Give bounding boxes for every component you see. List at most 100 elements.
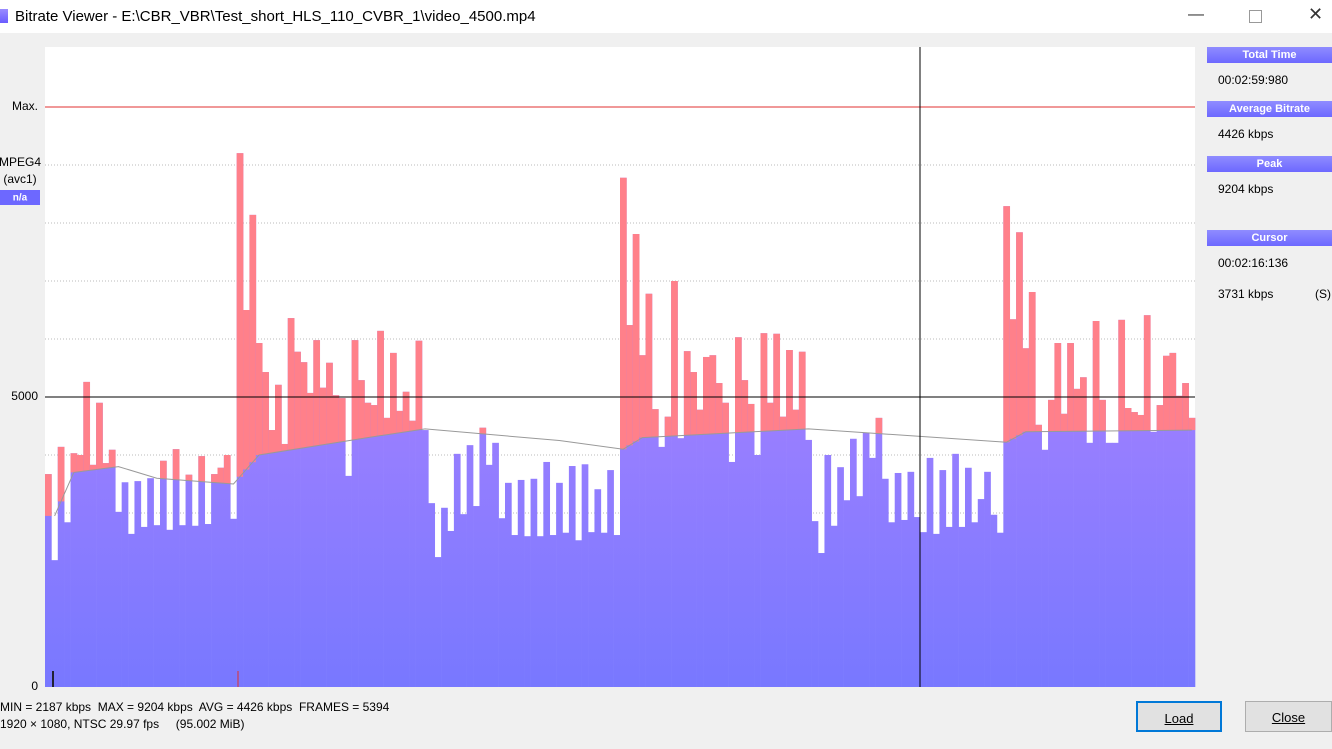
bar: [166, 529, 174, 687]
bar: [1137, 414, 1145, 687]
bar: [639, 355, 646, 687]
panel-header: Average Bitrate: [1207, 101, 1332, 117]
bar: [843, 500, 851, 687]
bar: [607, 470, 614, 687]
bar-above-average: [639, 355, 646, 438]
bar-above-average: [798, 351, 806, 430]
bar: [760, 333, 768, 687]
bar-above-average: [338, 398, 346, 442]
chart: MPEG4 (avc1) n/a 0 5000 Max.: [0, 47, 1196, 693]
bar-above-average: [185, 474, 193, 481]
bar-above-average: [160, 460, 167, 479]
bar: [287, 318, 295, 687]
bar-above-average: [409, 420, 416, 431]
bar: [556, 482, 563, 687]
bar: [434, 557, 442, 687]
bar-above-average: [294, 351, 301, 449]
bar-above-average: [255, 343, 263, 455]
bar: [485, 464, 493, 687]
bar: [1035, 424, 1042, 687]
title-bar: Bitrate Viewer - E:\CBR_VBR\Test_short_H…: [0, 0, 1332, 33]
bar: [824, 455, 832, 687]
bar-above-average: [709, 355, 717, 434]
bar-above-average: [690, 372, 697, 435]
bar: [511, 535, 519, 687]
bar-above-average: [1016, 232, 1023, 436]
bar: [952, 453, 959, 687]
bar: [275, 384, 282, 687]
bar-above-average: [683, 351, 691, 436]
bar: [179, 525, 186, 687]
bar-above-average: [1073, 388, 1081, 432]
bar: [211, 474, 218, 687]
bar: [779, 416, 787, 687]
bar-above-average: [351, 340, 359, 440]
bar: [901, 519, 908, 687]
bar-above-average: [766, 402, 774, 431]
bar-above-average: [396, 410, 404, 433]
close-button[interactable]: Close: [1245, 701, 1332, 732]
bar: [498, 518, 506, 687]
bar: [466, 445, 474, 687]
bar: [134, 481, 142, 687]
bar: [1060, 413, 1068, 687]
bar: [1016, 232, 1023, 687]
bar: [1092, 321, 1100, 687]
bar: [907, 471, 915, 687]
bar: [319, 387, 327, 687]
bar: [1163, 355, 1170, 687]
close-window-button[interactable]: ✕: [1308, 4, 1324, 24]
bar: [926, 457, 934, 687]
bar: [1028, 292, 1036, 687]
bar: [198, 456, 206, 687]
bar: [204, 524, 212, 687]
bar-above-average: [102, 463, 110, 469]
bar-above-average: [1022, 348, 1030, 432]
bar: [441, 507, 448, 687]
bar: [128, 533, 135, 687]
bar: [741, 380, 749, 687]
bar: [939, 470, 947, 687]
bar: [64, 522, 71, 687]
bar-above-average: [741, 380, 749, 433]
minimize-button[interactable]: —: [1188, 6, 1204, 23]
bar-above-average: [319, 387, 327, 445]
bar: [524, 536, 531, 687]
y-tick-label: 5000: [11, 389, 38, 403]
bar: [396, 410, 404, 687]
bar: [773, 333, 781, 687]
bar-above-average: [377, 330, 384, 436]
bar-above-average: [1182, 383, 1189, 431]
load-button[interactable]: Load: [1136, 701, 1222, 732]
bar-above-average: [281, 443, 289, 451]
bar: [1156, 405, 1164, 687]
bar: [1009, 319, 1017, 687]
bar: [933, 533, 940, 687]
panel-mode: (S): [1315, 287, 1331, 301]
bar-above-average: [703, 356, 710, 435]
bar: [613, 535, 621, 687]
bar-above-average: [390, 352, 397, 434]
bar: [766, 402, 774, 687]
bar: [869, 457, 876, 687]
bar-above-average: [198, 456, 206, 482]
bar: [370, 405, 378, 687]
panel-value: 00:02:59:980: [1218, 73, 1289, 87]
bar-above-average: [1035, 424, 1042, 432]
bar: [294, 351, 301, 687]
fourcc-label: (avc1): [3, 172, 36, 186]
bar: [140, 526, 148, 687]
bar: [108, 449, 116, 687]
bar: [1003, 206, 1011, 687]
bar: [1041, 449, 1049, 687]
bar: [1105, 442, 1113, 687]
bar-above-average: [57, 446, 65, 502]
bar-above-average: [332, 395, 340, 443]
bar-above-average: [1131, 412, 1138, 431]
maximize-button[interactable]: [1249, 10, 1262, 23]
bar-above-average: [696, 409, 704, 435]
bar-above-average: [313, 340, 321, 446]
bar-above-average: [89, 464, 97, 470]
bar: [223, 455, 231, 687]
bar: [977, 499, 985, 687]
